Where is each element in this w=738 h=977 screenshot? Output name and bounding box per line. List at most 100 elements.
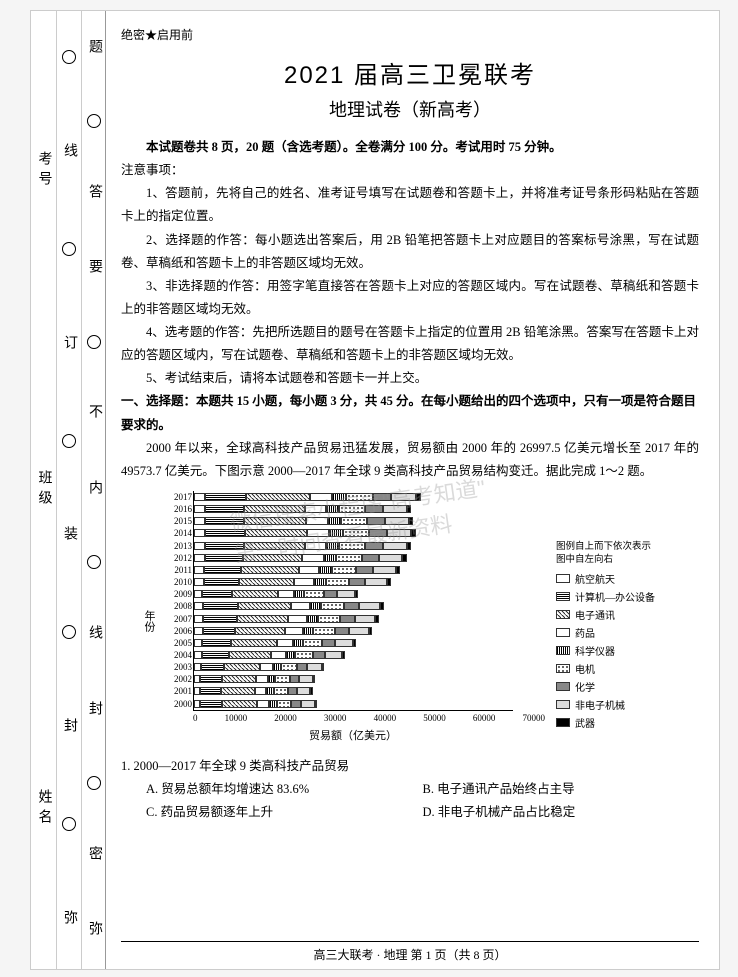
bar-segment	[200, 700, 222, 708]
bar-row: 2015	[194, 516, 513, 526]
bar-segment	[315, 700, 317, 708]
bar-segment	[245, 529, 307, 537]
bar-segment	[313, 627, 334, 635]
bar-segment	[335, 639, 353, 647]
legend-label: 非电子机械	[575, 697, 625, 712]
bar-segment	[359, 602, 380, 610]
legend-swatch	[556, 664, 570, 673]
bar-segment	[194, 529, 205, 537]
content-area: 绝密★启用前 2021 届高三卫冕联考 地理试卷（新高考） 本试题卷共 8 页，…	[121, 26, 699, 949]
xtick-label: 30000	[324, 713, 347, 723]
bar-segment	[194, 639, 202, 647]
bar-year-label: 2016	[166, 504, 192, 514]
bar-segment	[246, 493, 309, 501]
exam-subtitle: 地理试卷（新高考）	[121, 96, 699, 122]
bar-segment	[355, 615, 375, 623]
bar-row: 2012	[194, 553, 513, 563]
bar-year-label: 2013	[166, 541, 192, 551]
bar-segment	[290, 675, 300, 683]
bar-year-label: 2011	[166, 565, 192, 575]
bar-segment	[305, 505, 327, 513]
bar-year-label: 2009	[166, 589, 192, 599]
bar-segment	[367, 517, 385, 525]
side-col-seal: 线 订 装 封 弥	[56, 11, 81, 969]
bar-segment	[269, 700, 276, 708]
legend-swatch	[556, 718, 570, 727]
side-label: 内	[84, 480, 104, 500]
page: 考号 班级 姓名 线 订 装 封 弥 题 答 要 不 内 线 封	[30, 10, 720, 970]
bar-segment	[278, 590, 294, 598]
xtick-label: 10000	[225, 713, 248, 723]
bar-segment	[365, 505, 382, 513]
legend-item: 药品	[556, 625, 706, 640]
bar-year-label: 2003	[166, 662, 192, 672]
side-col-warn: 题 答 要 不 内 线 封 密 弥	[81, 11, 106, 969]
bar-segment	[332, 493, 346, 501]
side-label: 题	[84, 39, 104, 59]
bar-segment	[318, 615, 340, 623]
chart-legend: 图例自上而下依次表示 图中自左向右 航空航天计算机—办公设备电子通讯药品科学仪器…	[556, 541, 706, 734]
side-label: 不	[84, 404, 104, 424]
bar-segment	[306, 517, 328, 525]
bar-segment	[277, 639, 293, 647]
bar-segment	[307, 529, 329, 537]
bar-segment	[201, 663, 224, 671]
bar-year-label: 2010	[166, 577, 192, 587]
bar-segment	[238, 602, 291, 610]
bar-segment	[194, 542, 205, 550]
bar-segment	[383, 542, 407, 550]
legend-label: 药品	[575, 625, 595, 640]
bar-segment	[205, 554, 243, 562]
bar-segment	[299, 566, 320, 574]
bar-year-label: 2008	[166, 601, 192, 611]
legend-item: 航空航天	[556, 571, 706, 586]
side-label: 要	[84, 259, 104, 279]
notice-item: 5、考试结束后，请将本试题卷和答题卡一并上交。	[121, 367, 699, 390]
bar-segment	[344, 602, 359, 610]
bar-row: 2017	[194, 492, 513, 502]
bar-segment	[235, 627, 285, 635]
legend-swatch	[556, 592, 570, 601]
bar-segment	[303, 627, 314, 635]
bar-segment	[291, 602, 310, 610]
legend-swatch	[556, 682, 570, 691]
legend-label: 电机	[575, 661, 595, 676]
bar-row: 2009	[194, 589, 513, 599]
xtick-label: 40000	[374, 713, 397, 723]
bar-segment	[243, 554, 303, 562]
bar-year-label: 2000	[166, 699, 192, 709]
legend-header-line: 图例自上而下依次表示	[556, 542, 651, 552]
legend-item: 武器	[556, 715, 706, 730]
bar-row: 2016	[194, 504, 513, 514]
bar-segment	[271, 651, 286, 659]
bar-segment	[194, 493, 205, 501]
bar-segment	[310, 687, 312, 695]
notice-item: 3、非选择题的作答：用签字笔直接答在答题卡上对应的答题区域内。写在试题卷、草稿纸…	[121, 275, 699, 321]
bar-segment	[301, 700, 315, 708]
xtick-label: 60000	[473, 713, 496, 723]
notice-item: 2、选择题的作答：每小题选出答案后，用 2B 铅笔把答题卡上对应题目的答案标号涂…	[121, 229, 699, 275]
bar-segment	[307, 663, 321, 671]
binding-margin: 考号 班级 姓名 线 订 装 封 弥 题 答 要 不 内 线 封	[31, 11, 106, 969]
side-label: 线	[59, 143, 79, 163]
circle-icon	[62, 242, 76, 256]
circle-icon	[87, 335, 101, 349]
bar-segment	[229, 651, 271, 659]
exam-title: 2021 届高三卫冕联考	[121, 55, 699, 90]
bar-segment	[342, 651, 345, 659]
bar-segment	[194, 627, 203, 635]
legend-swatch	[556, 700, 570, 709]
bar-segment	[204, 566, 241, 574]
bar-segment	[194, 615, 203, 623]
bar-segment	[313, 651, 325, 659]
bar-row: 2001	[194, 686, 513, 696]
bar-segment	[295, 651, 313, 659]
bar-segment	[335, 627, 349, 635]
bar-year-label: 2002	[166, 674, 192, 684]
bar-segment	[294, 578, 314, 586]
bar-segment	[299, 675, 312, 683]
circle-icon	[87, 114, 101, 128]
bar-segment	[275, 675, 290, 683]
legend-item: 计算机—办公设备	[556, 589, 706, 604]
bar-segment	[340, 615, 355, 623]
